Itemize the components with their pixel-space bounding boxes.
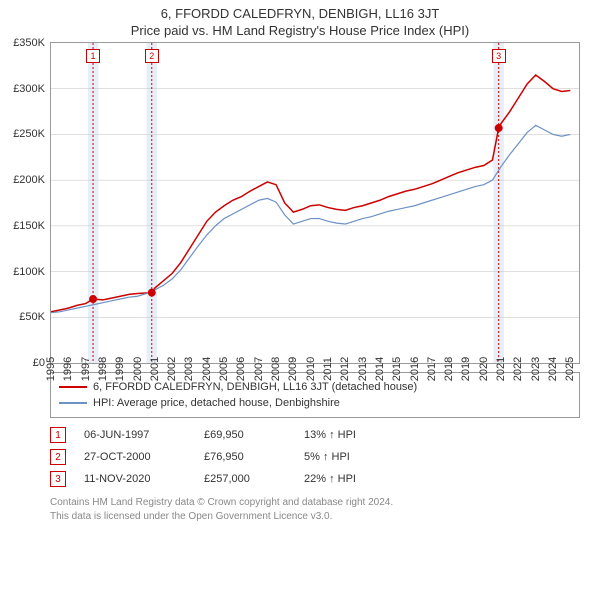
x-tick-label: 2024 bbox=[547, 357, 559, 381]
x-tick-label: 2022 bbox=[512, 357, 524, 381]
x-tick-label: 2000 bbox=[132, 357, 144, 381]
transaction-number: 1 bbox=[50, 427, 66, 443]
x-tick-label: 2017 bbox=[426, 357, 438, 381]
x-tick-label: 2005 bbox=[218, 357, 230, 381]
chart-svg bbox=[51, 43, 579, 363]
y-tick-label: £0 bbox=[33, 357, 45, 369]
transactions-table: 1 06-JUN-1997£69,95013% ↑ HPI 2 27-OCT-2000… bbox=[50, 424, 580, 490]
transaction-number: 3 bbox=[50, 471, 66, 487]
transaction-row: 2 27-OCT-2000£76,9505% ↑ HPI bbox=[50, 446, 580, 468]
x-tick-label: 2002 bbox=[166, 357, 178, 381]
x-tick-label: 2013 bbox=[357, 357, 369, 381]
x-tick-label: 2014 bbox=[374, 357, 386, 381]
x-tick-label: 2021 bbox=[495, 357, 507, 381]
transaction-date: 06-JUN-1997 bbox=[84, 429, 204, 441]
x-tick-label: 2018 bbox=[443, 357, 455, 381]
transaction-marker: 2 bbox=[145, 49, 159, 63]
x-tick-label: 2011 bbox=[322, 357, 334, 381]
legend-label: 6, FFORDD CALEDFRYN, DENBIGH, LL16 3JT (… bbox=[93, 381, 417, 393]
chart-container: 6, FFORDD CALEDFRYN, DENBIGH, LL16 3JT P… bbox=[0, 0, 600, 590]
x-tick-label: 2010 bbox=[305, 357, 317, 381]
x-tick-label: 2019 bbox=[460, 357, 472, 381]
x-tick-label: 2009 bbox=[287, 357, 299, 381]
footer-line-2: This data is licensed under the Open Gov… bbox=[50, 510, 580, 524]
x-tick-label: 2025 bbox=[564, 357, 576, 381]
y-tick-label: £300K bbox=[13, 83, 45, 95]
transaction-price: £69,950 bbox=[204, 429, 304, 441]
footer: Contains HM Land Registry data © Crown c… bbox=[50, 496, 580, 523]
legend-label: HPI: Average price, detached house, Denb… bbox=[93, 397, 340, 409]
x-tick-label: 1998 bbox=[97, 357, 109, 381]
x-tick-label: 2001 bbox=[149, 357, 161, 381]
transaction-diff: 22% ↑ HPI bbox=[304, 473, 424, 485]
x-tick-label: 1996 bbox=[62, 357, 74, 381]
x-tick-label: 2023 bbox=[530, 357, 542, 381]
legend-item: HPI: Average price, detached house, Denb… bbox=[59, 395, 571, 411]
x-tick-label: 2020 bbox=[478, 357, 490, 381]
transaction-row: 3 11-NOV-2020£257,00022% ↑ HPI bbox=[50, 468, 580, 490]
x-tick-label: 1997 bbox=[80, 357, 92, 381]
x-tick-label: 2012 bbox=[339, 357, 351, 381]
transaction-diff: 5% ↑ HPI bbox=[304, 451, 424, 463]
x-tick-label: 2003 bbox=[183, 357, 195, 381]
x-tick-label: 1999 bbox=[114, 357, 126, 381]
footer-line-1: Contains HM Land Registry data © Crown c… bbox=[50, 496, 580, 510]
transaction-price: £76,950 bbox=[204, 451, 304, 463]
y-tick-label: £200K bbox=[13, 174, 45, 186]
transaction-price: £257,000 bbox=[204, 473, 304, 485]
transaction-date: 27-OCT-2000 bbox=[84, 451, 204, 463]
transaction-diff: 13% ↑ HPI bbox=[304, 429, 424, 441]
x-tick-label: 2008 bbox=[270, 357, 282, 381]
transaction-marker: 3 bbox=[492, 49, 506, 63]
chart-plot-area: 123£0£50K£100K£150K£200K£250K£300K£350K1… bbox=[50, 42, 580, 364]
legend-item: 6, FFORDD CALEDFRYN, DENBIGH, LL16 3JT (… bbox=[59, 379, 571, 395]
transaction-row: 1 06-JUN-1997£69,95013% ↑ HPI bbox=[50, 424, 580, 446]
x-tick-label: 2016 bbox=[409, 357, 421, 381]
x-tick-label: 2015 bbox=[391, 357, 403, 381]
y-tick-label: £100K bbox=[13, 266, 45, 278]
transaction-number: 2 bbox=[50, 449, 66, 465]
y-tick-label: £50K bbox=[19, 311, 45, 323]
x-tick-label: 2007 bbox=[253, 357, 265, 381]
y-tick-label: £350K bbox=[13, 37, 45, 49]
transaction-date: 11-NOV-2020 bbox=[84, 473, 204, 485]
x-tick-label: 2006 bbox=[235, 357, 247, 381]
chart-subtitle: Price paid vs. HM Land Registry's House … bbox=[0, 21, 600, 42]
transaction-marker: 1 bbox=[86, 49, 100, 63]
x-tick-label: 1995 bbox=[45, 357, 57, 381]
y-tick-label: £150K bbox=[13, 220, 45, 232]
legend-swatch bbox=[59, 386, 87, 388]
y-tick-label: £250K bbox=[13, 128, 45, 140]
x-tick-label: 2004 bbox=[201, 357, 213, 381]
legend-swatch bbox=[59, 402, 87, 404]
chart-title: 6, FFORDD CALEDFRYN, DENBIGH, LL16 3JT bbox=[0, 0, 600, 21]
